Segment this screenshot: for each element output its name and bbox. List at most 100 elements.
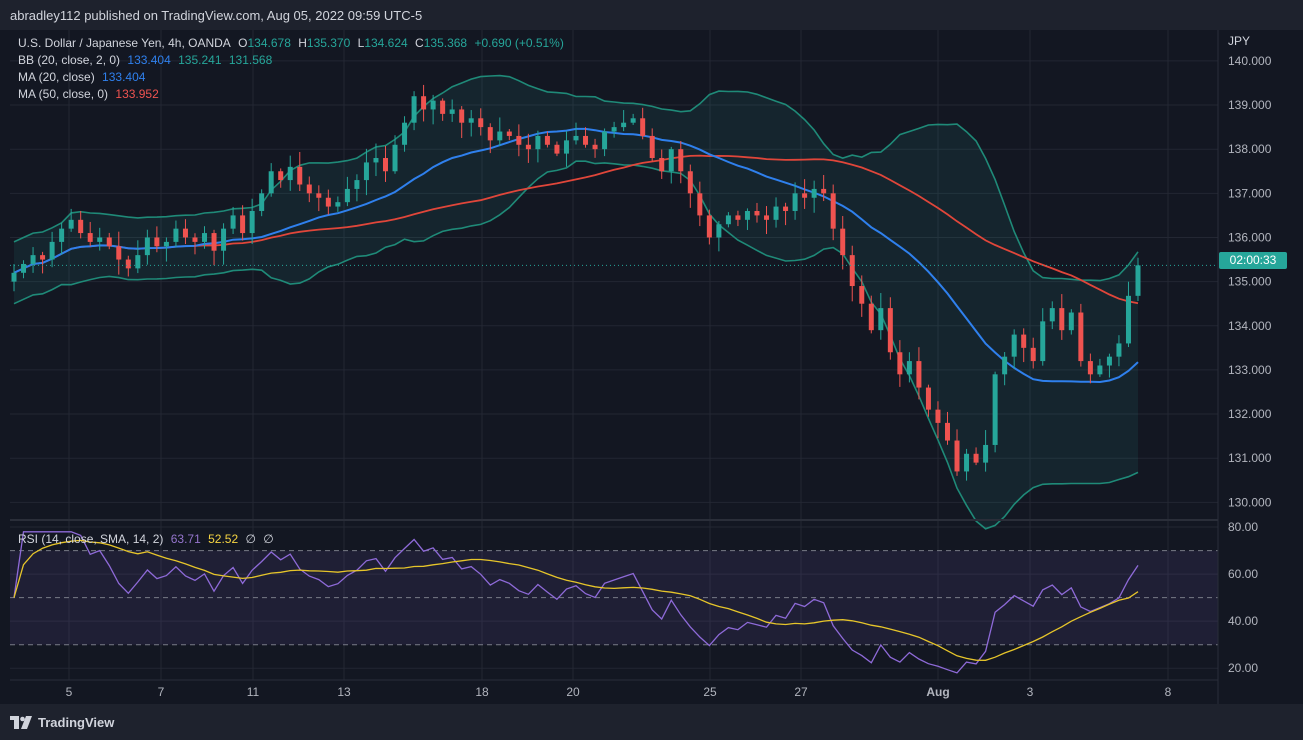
- candle: [268, 163, 274, 197]
- rsi-tick-label: 60.00: [1228, 567, 1258, 581]
- bb-legend[interactable]: BB (20, close, 2, 0) 133.404 135.241 131…: [18, 53, 276, 67]
- candle: [659, 149, 665, 179]
- candle: [163, 237, 169, 262]
- candle: [716, 221, 722, 252]
- candle-body: [1068, 312, 1074, 331]
- rsi-line: [13, 531, 1139, 674]
- candle-body: [325, 197, 331, 207]
- ma50-legend[interactable]: MA (50, close, 0) 133.952: [18, 87, 163, 101]
- candle: [544, 131, 550, 148]
- symbol-legend[interactable]: U.S. Dollar / Japanese Yen, 4h, OANDA O1…: [18, 36, 568, 50]
- candle-body: [1078, 312, 1084, 362]
- bb-label[interactable]: BB (20, close, 2, 0): [18, 53, 121, 67]
- candle-body: [935, 409, 941, 423]
- candle: [116, 231, 122, 275]
- rsi-na-2: ∅: [263, 532, 274, 546]
- price-tick-label: 130.000: [1228, 495, 1272, 509]
- candle-body: [97, 237, 103, 242]
- candle-body: [583, 135, 589, 145]
- candle: [335, 196, 341, 212]
- candle-body: [744, 210, 750, 220]
- candle: [78, 211, 84, 239]
- ma20-legend[interactable]: MA (20, close) 133.404: [18, 70, 149, 84]
- candle: [87, 221, 93, 247]
- high-value: 135.370: [306, 36, 351, 50]
- candle-body: [49, 241, 55, 260]
- candle-body: [964, 453, 970, 472]
- candle-body: [516, 135, 522, 145]
- change-value: +0.690 (+0.51%): [474, 36, 564, 50]
- time-axis[interactable]: 5 7 11 13 18 20 25 27 Aug 3 8: [66, 685, 1172, 699]
- candle: [154, 226, 160, 253]
- candle-body: [535, 135, 541, 150]
- candle: [525, 133, 531, 163]
- candle: [735, 210, 741, 227]
- rsi-legend[interactable]: RSI (14, close, SMA, 14, 2) 63.71 52.52 …: [18, 532, 278, 546]
- candle-body: [30, 255, 36, 264]
- candle-body: [440, 100, 446, 114]
- time-tick-label: 25: [703, 685, 717, 699]
- time-tick-label: 27: [794, 685, 808, 699]
- candle: [1078, 303, 1084, 367]
- candle-body: [706, 215, 712, 238]
- price-tick-label: 139.000: [1228, 98, 1272, 112]
- candle-body: [1040, 321, 1046, 362]
- rsi-axis[interactable]: 80.00 60.00 40.00 20.00: [1228, 520, 1258, 675]
- candle-body: [525, 144, 531, 150]
- ma50-label[interactable]: MA (50, close, 0): [18, 87, 109, 101]
- candle-body: [11, 272, 17, 282]
- candle-body: [944, 422, 950, 441]
- candle-body: [449, 109, 455, 114]
- candle: [287, 155, 293, 191]
- candle: [725, 212, 731, 228]
- candle: [954, 429, 960, 476]
- candle-body: [725, 215, 731, 225]
- candle: [516, 124, 522, 157]
- candle-body: [249, 210, 255, 234]
- candle-body: [544, 135, 550, 145]
- candle-body: [783, 206, 789, 211]
- candle-body: [1049, 308, 1055, 322]
- tradingview-logo[interactable]: TradingView: [10, 715, 114, 730]
- symbol-title[interactable]: U.S. Dollar / Japanese Yen, 4h, OANDA: [18, 36, 231, 50]
- candle-body: [630, 118, 636, 123]
- rsi-tick-label: 40.00: [1228, 614, 1258, 628]
- candle: [868, 295, 874, 334]
- price-axis[interactable]: 140.000 139.000 138.000 137.000 136.000 135.0…: [1228, 54, 1272, 509]
- rsi-sma-line: [13, 539, 1139, 661]
- candle: [21, 260, 27, 279]
- candle-body: [754, 210, 760, 216]
- candle-body: [297, 166, 303, 185]
- candle-body: [259, 193, 265, 211]
- candle-body: [1125, 295, 1131, 344]
- rsi-label[interactable]: RSI (14, close, SMA, 14, 2): [18, 532, 164, 546]
- candle-body: [392, 144, 398, 172]
- candle-body: [487, 127, 493, 141]
- rsi-value: 63.71: [170, 532, 201, 546]
- candle-body: [802, 193, 808, 198]
- candle-body: [983, 444, 989, 463]
- candle: [906, 352, 912, 383]
- candle: [97, 227, 103, 251]
- candle: [840, 216, 846, 270]
- time-tick-label: 11: [247, 685, 260, 699]
- candle-body: [868, 303, 874, 331]
- candle-body: [1030, 347, 1036, 362]
- candle: [811, 180, 817, 213]
- time-tick-label: 3: [1027, 685, 1034, 699]
- candle: [40, 251, 46, 274]
- candle-body: [221, 228, 227, 251]
- candle-body: [411, 96, 417, 123]
- price-tick-label: 133.000: [1228, 363, 1272, 377]
- bollinger-upper-line: [13, 74, 1139, 282]
- candle: [325, 189, 331, 215]
- price-tick-label: 138.000: [1228, 142, 1272, 156]
- candle-body: [21, 263, 27, 273]
- ma20-label[interactable]: MA (20, close): [18, 70, 95, 84]
- candle-body: [125, 259, 131, 269]
- rsi-band-lines: [10, 550, 1218, 646]
- candle: [992, 371, 998, 453]
- candle-body: [402, 122, 408, 145]
- candle-body: [382, 158, 388, 172]
